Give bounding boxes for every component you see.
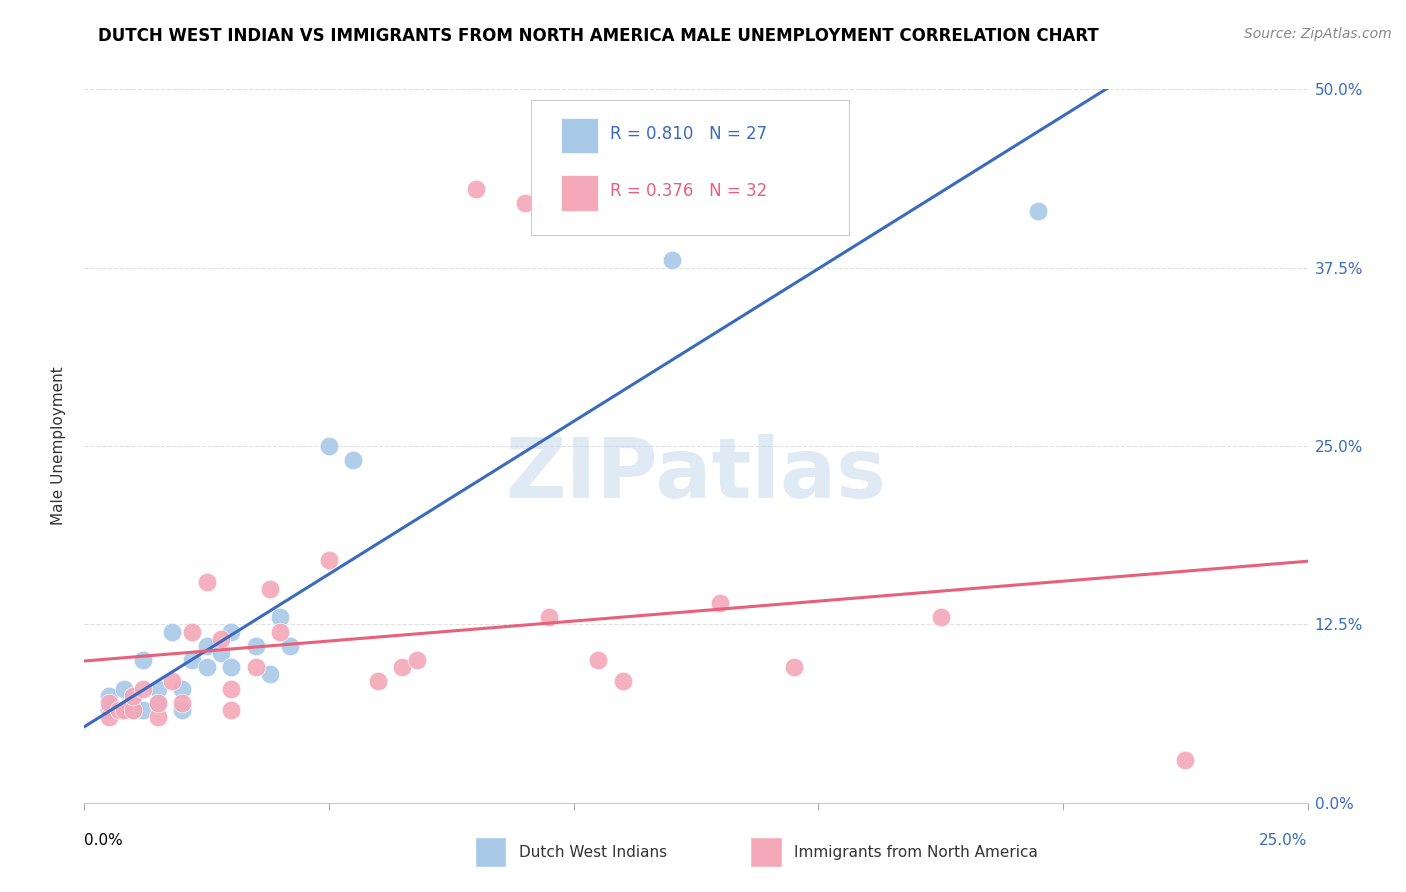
Point	[538, 610, 561, 624]
Point	[122, 696, 145, 710]
Point	[318, 439, 340, 453]
Point	[181, 624, 204, 639]
Point	[132, 703, 155, 717]
Point	[97, 710, 120, 724]
Point	[269, 624, 291, 639]
Point	[464, 182, 486, 196]
Point	[406, 653, 429, 667]
Point	[172, 681, 194, 696]
Point	[209, 632, 232, 646]
Point	[219, 703, 242, 717]
Point	[245, 660, 267, 674]
Point	[245, 639, 267, 653]
Point	[162, 674, 184, 689]
Point	[586, 653, 609, 667]
Point	[181, 653, 204, 667]
Point	[391, 660, 413, 674]
Text: ZIPatlas: ZIPatlas	[506, 434, 886, 515]
Point	[162, 624, 184, 639]
Text: DUTCH WEST INDIAN VS IMMIGRANTS FROM NORTH AMERICA MALE UNEMPLOYMENT CORRELATION: DUTCH WEST INDIAN VS IMMIGRANTS FROM NOR…	[98, 27, 1099, 45]
Point	[97, 689, 120, 703]
Point	[146, 710, 169, 724]
Point	[132, 681, 155, 696]
Point	[97, 696, 120, 710]
Point	[112, 703, 135, 717]
Point	[132, 653, 155, 667]
Point	[318, 553, 340, 567]
Point	[209, 646, 232, 660]
Point	[122, 703, 145, 717]
Text: 25.0%: 25.0%	[1260, 833, 1308, 848]
Point	[112, 681, 135, 696]
Point	[661, 253, 683, 268]
Text: R = 0.810   N = 27: R = 0.810 N = 27	[610, 125, 768, 143]
Point	[219, 681, 242, 696]
Point	[342, 453, 364, 467]
Point	[1028, 203, 1050, 218]
Point	[172, 696, 194, 710]
Point	[783, 660, 806, 674]
Bar	[751, 838, 782, 867]
Point	[112, 703, 135, 717]
Point	[122, 703, 145, 717]
Point	[367, 674, 389, 689]
Text: 0.0%: 0.0%	[84, 833, 124, 848]
Point	[195, 574, 218, 589]
Point	[146, 696, 169, 710]
Point	[195, 660, 218, 674]
Point	[1174, 753, 1197, 767]
Point	[269, 610, 291, 624]
Y-axis label: Male Unemployment: Male Unemployment	[51, 367, 66, 525]
FancyBboxPatch shape	[531, 100, 849, 235]
Bar	[561, 175, 598, 211]
Text: R = 0.376   N = 32: R = 0.376 N = 32	[610, 182, 768, 200]
Point	[122, 689, 145, 703]
Text: Source: ZipAtlas.com: Source: ZipAtlas.com	[1244, 27, 1392, 41]
Point	[259, 582, 281, 596]
Point	[219, 660, 242, 674]
Point	[97, 703, 120, 717]
Point	[172, 703, 194, 717]
Point	[259, 667, 281, 681]
Point	[513, 196, 536, 211]
Point	[146, 696, 169, 710]
Text: Dutch West Indians: Dutch West Indians	[519, 846, 666, 860]
Point	[612, 674, 634, 689]
Bar	[475, 838, 506, 867]
Bar	[561, 118, 598, 153]
Point	[107, 703, 129, 717]
Point	[219, 624, 242, 639]
Point	[195, 639, 218, 653]
Point	[709, 596, 731, 610]
Point	[278, 639, 301, 653]
Text: Immigrants from North America: Immigrants from North America	[794, 846, 1038, 860]
Point	[929, 610, 952, 624]
Point	[146, 681, 169, 696]
